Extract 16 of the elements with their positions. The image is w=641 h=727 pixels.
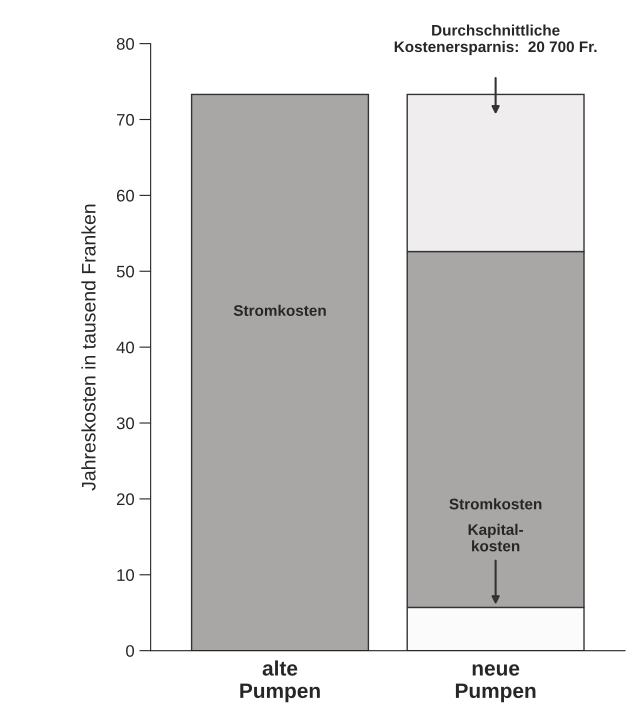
x-tick-label: alte Pumpen <box>240 660 320 702</box>
y-tick-label: 80 <box>116 38 134 50</box>
annotation: Durchschnittliche Kostenersparnis: 20 700 Fr. <box>394 24 596 56</box>
y-tick-label: 10 <box>117 569 134 581</box>
y-tick-label: 0 <box>126 645 134 657</box>
text: Stromkosten <box>449 498 542 510</box>
text: Kapital- kosten <box>468 524 524 552</box>
x-tick-label: neue Pumpen <box>456 664 536 702</box>
series-label: Stromkosten <box>234 304 326 316</box>
y-tick-label: 30 <box>116 417 134 430</box>
y-tick-label: 40 <box>116 342 134 354</box>
y-axis-title: Jahreskosten in tausend Franken <box>81 204 96 491</box>
y-tick-label: 20 <box>116 493 134 506</box>
y-tick-label: 60 <box>116 190 134 202</box>
y-tick-label: 50 <box>116 266 134 278</box>
y-tick-label: 70 <box>116 114 134 126</box>
